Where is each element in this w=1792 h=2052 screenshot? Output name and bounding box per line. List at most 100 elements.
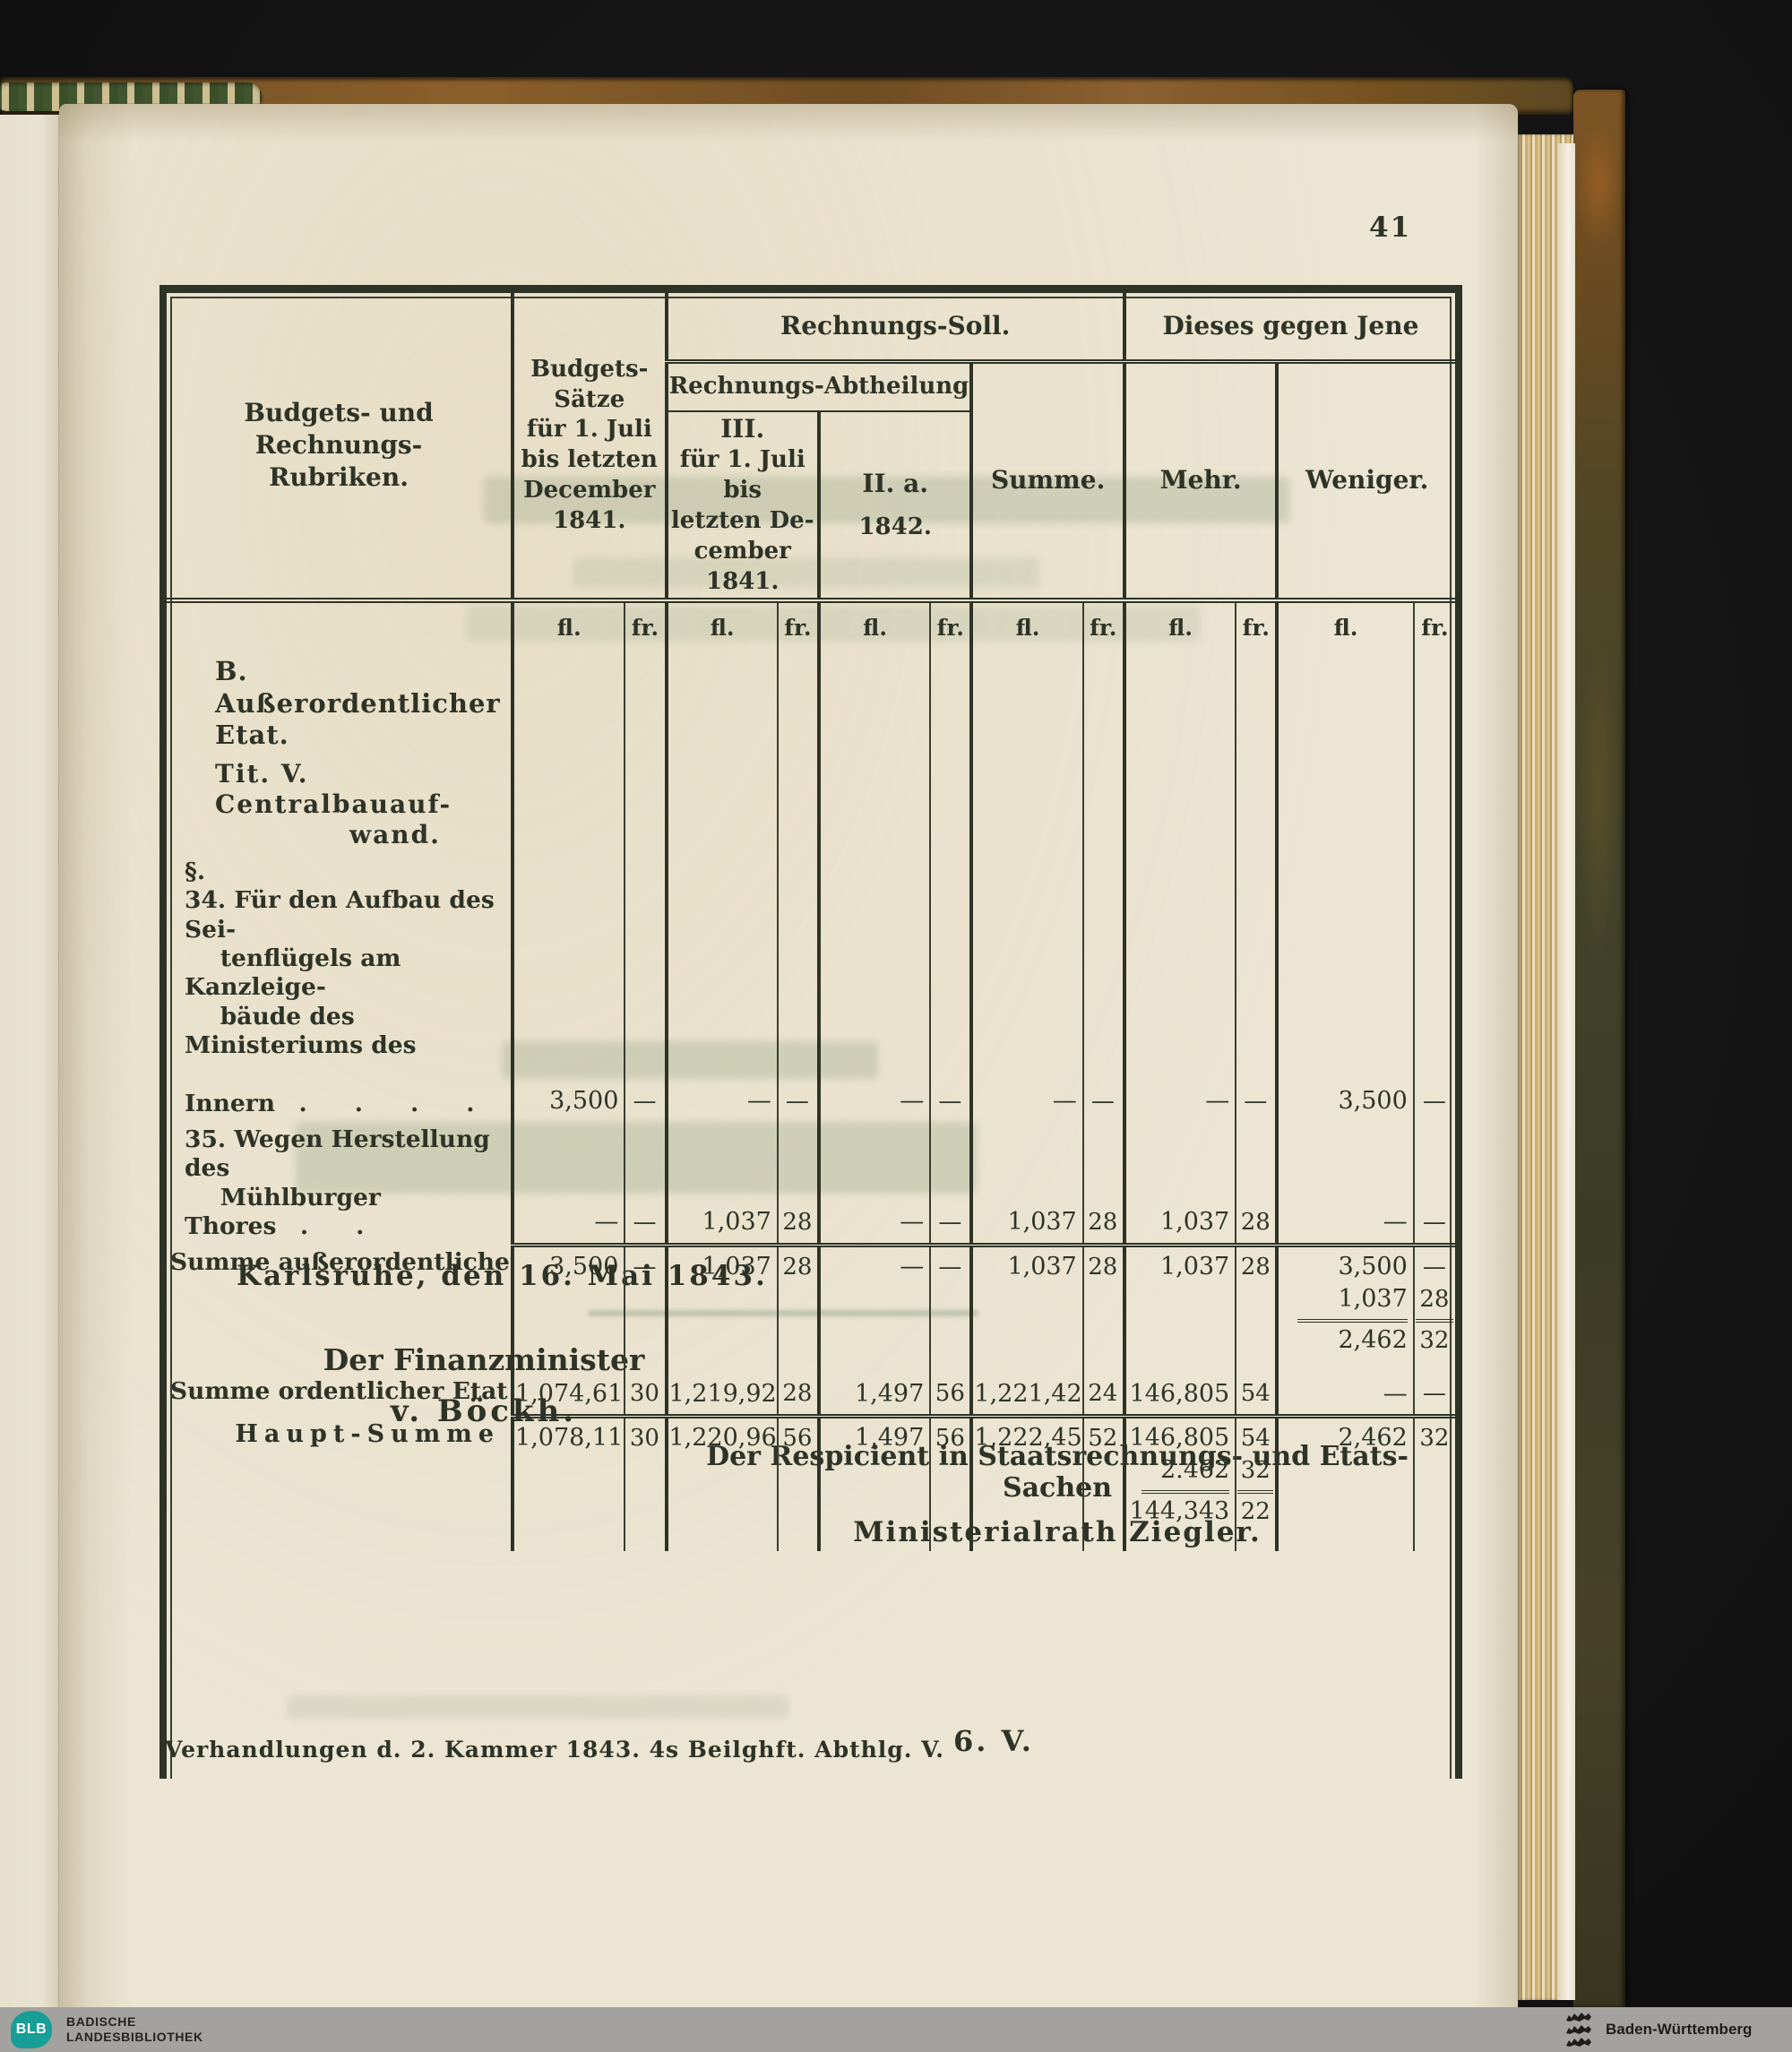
cell: — xyxy=(1275,1373,1414,1417)
spacer-row xyxy=(167,1357,1455,1374)
cell: 28 xyxy=(776,1373,819,1417)
cell: 1,220,960 xyxy=(664,1414,778,1551)
section-b-heading: B. Außerordentlicher Etat. xyxy=(215,656,501,751)
cell: 28 xyxy=(776,1242,819,1358)
cell: 1,037 xyxy=(969,1121,1083,1246)
summe-ord-label: Summe ordentlicher Etat xyxy=(170,1376,508,1405)
cell: — xyxy=(1235,853,1278,1122)
col-header-dieses-gegen-jene: Dieses gegen Jene xyxy=(1122,293,1455,364)
haupt-summe-label: Haupt-Summe xyxy=(235,1419,501,1448)
cell: 146,805 xyxy=(1122,1373,1236,1417)
cover-marbling xyxy=(1577,627,1620,968)
unit-fl: fl. xyxy=(1275,598,1414,653)
table-row: Tit. V. Centralbauauf- wand. xyxy=(167,754,1455,854)
cell: 1,037 xyxy=(1122,1242,1236,1358)
unit-empty xyxy=(167,598,513,653)
abtheilung-iia-title: II. a. xyxy=(862,468,928,498)
cell: — xyxy=(816,1121,931,1246)
cell: 1,222,458 xyxy=(969,1414,1083,1551)
col-header-summe: Summe. xyxy=(969,361,1124,601)
cell: — xyxy=(929,1242,972,1358)
cell-weniger-stack: 3,500 1,037 2,462 xyxy=(1275,1242,1414,1358)
cell: — xyxy=(929,853,972,1122)
cell: — xyxy=(1081,853,1124,1122)
row-34-label: §. 34. Für den Aufbau des Sei- tenflügel… xyxy=(185,857,495,1117)
cell: 1,037 xyxy=(664,1242,778,1358)
blb-label-line2: LANDESBIBLIOTHEK xyxy=(66,2030,203,2044)
cell: 28 xyxy=(1081,1242,1124,1358)
abtheilung-iii-title: III. xyxy=(720,414,765,444)
cell: — xyxy=(1122,853,1236,1122)
baden-wuerttemberg-lions-icon xyxy=(1561,2011,1597,2048)
cell: 30 xyxy=(624,1373,667,1417)
cell: — xyxy=(511,1121,625,1246)
book-cover-edge xyxy=(1573,90,1625,2007)
cell: 56 xyxy=(929,1373,972,1417)
unit-fl: fl. xyxy=(816,598,931,653)
abtheilung-iia-sub: 1842. xyxy=(858,513,932,540)
cell: 1,497 xyxy=(816,1373,931,1417)
titel-v-heading: Tit. V. Centralbauauf- wand. xyxy=(215,758,452,849)
sheet-mark: 6. V. xyxy=(953,1724,1034,1758)
cell: 32 xyxy=(1412,1414,1455,1551)
unit-fl: fl. xyxy=(1122,598,1236,653)
cell: 56 xyxy=(776,1414,819,1551)
facing-page-sliver xyxy=(0,115,59,2007)
cell: 52 xyxy=(1081,1414,1124,1551)
cover-marbling xyxy=(1575,116,1622,251)
baden-wuerttemberg-label: Baden-Württemberg xyxy=(1606,2021,1753,2038)
cell: 1,497 xyxy=(816,1414,931,1551)
cell: — xyxy=(624,1242,667,1358)
abtheilung-iii-sub: für 1. Juli bis letzten De- cember 1841. xyxy=(670,446,814,595)
cell: 1,078,115 xyxy=(511,1414,625,1551)
cell: 56 xyxy=(929,1414,972,1551)
table-row-haupt-summe: Haupt-Summe 1,078,115 30 1,220,960 56 1,… xyxy=(167,1414,1455,1551)
cell: 28 xyxy=(1235,1121,1278,1246)
volume-footnote: Verhandlungen d. 2. Kammer 1843. 4s Beil… xyxy=(165,1737,944,1763)
cell: 28 xyxy=(1235,1242,1278,1358)
cell: 1,037 xyxy=(1122,1121,1236,1246)
summe-ao-label: Summe außerordentlicher Etat xyxy=(170,1248,513,1277)
cell: — xyxy=(664,853,778,1122)
blb-logo: BLB xyxy=(11,2011,52,2048)
cell: 1,221,421 xyxy=(969,1373,1083,1417)
cell: — xyxy=(624,853,667,1122)
cell: — xyxy=(816,1242,931,1358)
col-header-rubriken: Budgets- und Rechnungs- Rubriken. xyxy=(244,397,434,493)
cell: 28 xyxy=(776,1121,819,1246)
unit-fr: fr. xyxy=(1412,598,1455,653)
budget-table-frame: Budgets- und Rechnungs- Rubriken. Budget… xyxy=(159,285,1462,1779)
cell: 3,500 xyxy=(1275,853,1414,1122)
cell: 1,074,615 xyxy=(511,1373,625,1417)
cell: 30 xyxy=(624,1414,667,1551)
cell: — xyxy=(1412,853,1455,1122)
table-row-summe-ao: Summe außerordentlicher Etat 3,500 — 1,0… xyxy=(167,1242,1455,1358)
col-header-mehr: Mehr. xyxy=(1122,361,1278,601)
blb-library-label: BADISCHE LANDESBIBLIOTHEK xyxy=(66,2014,203,2045)
blb-label-line1: BADISCHE xyxy=(66,2014,136,2029)
cell: — xyxy=(1412,1121,1455,1246)
unit-fr: fr. xyxy=(1081,598,1124,653)
table-row-summe-ord: Summe ordentlicher Etat 1,074,615 30 1,2… xyxy=(167,1373,1455,1417)
cell: 54 xyxy=(1235,1373,1278,1417)
cell: — xyxy=(1412,1373,1455,1417)
unit-fl: fl. xyxy=(511,598,625,653)
unit-fr: fr. xyxy=(1235,598,1278,653)
col-header-abtheilung-iia: II. a. 1842. xyxy=(816,411,972,601)
cell: 1,219,923 xyxy=(664,1373,778,1417)
unit-row: fl. fr. fl. fr. fl. fr. fl. fr. fl. fr. … xyxy=(167,598,1455,653)
cell: 1,037 xyxy=(969,1242,1083,1358)
unit-fr: fr. xyxy=(929,598,972,653)
col-header-rechnungs-abtheilung: Rechnungs-Abtheilung xyxy=(664,361,972,412)
cell: 28 xyxy=(1081,1121,1124,1246)
cell-weniger-stack-fr: — 28 32 xyxy=(1412,1242,1455,1358)
cell: — xyxy=(776,853,819,1122)
budget-table: Budgets- und Rechnungs- Rubriken. Budget… xyxy=(167,293,1455,1551)
row-35-label: 35. Wegen Herstellung des Mühlburger Tho… xyxy=(185,1125,490,1240)
cell: 1,037 xyxy=(664,1121,778,1246)
baden-wuerttemberg-logo: Baden-Württemberg xyxy=(1561,2011,1752,2048)
cell: — xyxy=(816,853,931,1122)
table-row: B. Außerordentlicher Etat. xyxy=(167,652,1455,755)
cell-mehr-stack: 146,805 2.462 144,343 xyxy=(1122,1414,1236,1551)
